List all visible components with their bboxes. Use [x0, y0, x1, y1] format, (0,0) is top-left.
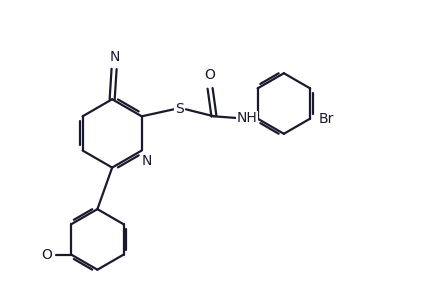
Text: NH: NH	[237, 111, 258, 125]
Text: S: S	[174, 101, 184, 116]
Text: O: O	[41, 248, 52, 262]
Text: O: O	[205, 68, 216, 82]
Text: N: N	[141, 154, 151, 168]
Text: N: N	[110, 49, 120, 64]
Text: Br: Br	[319, 112, 334, 126]
